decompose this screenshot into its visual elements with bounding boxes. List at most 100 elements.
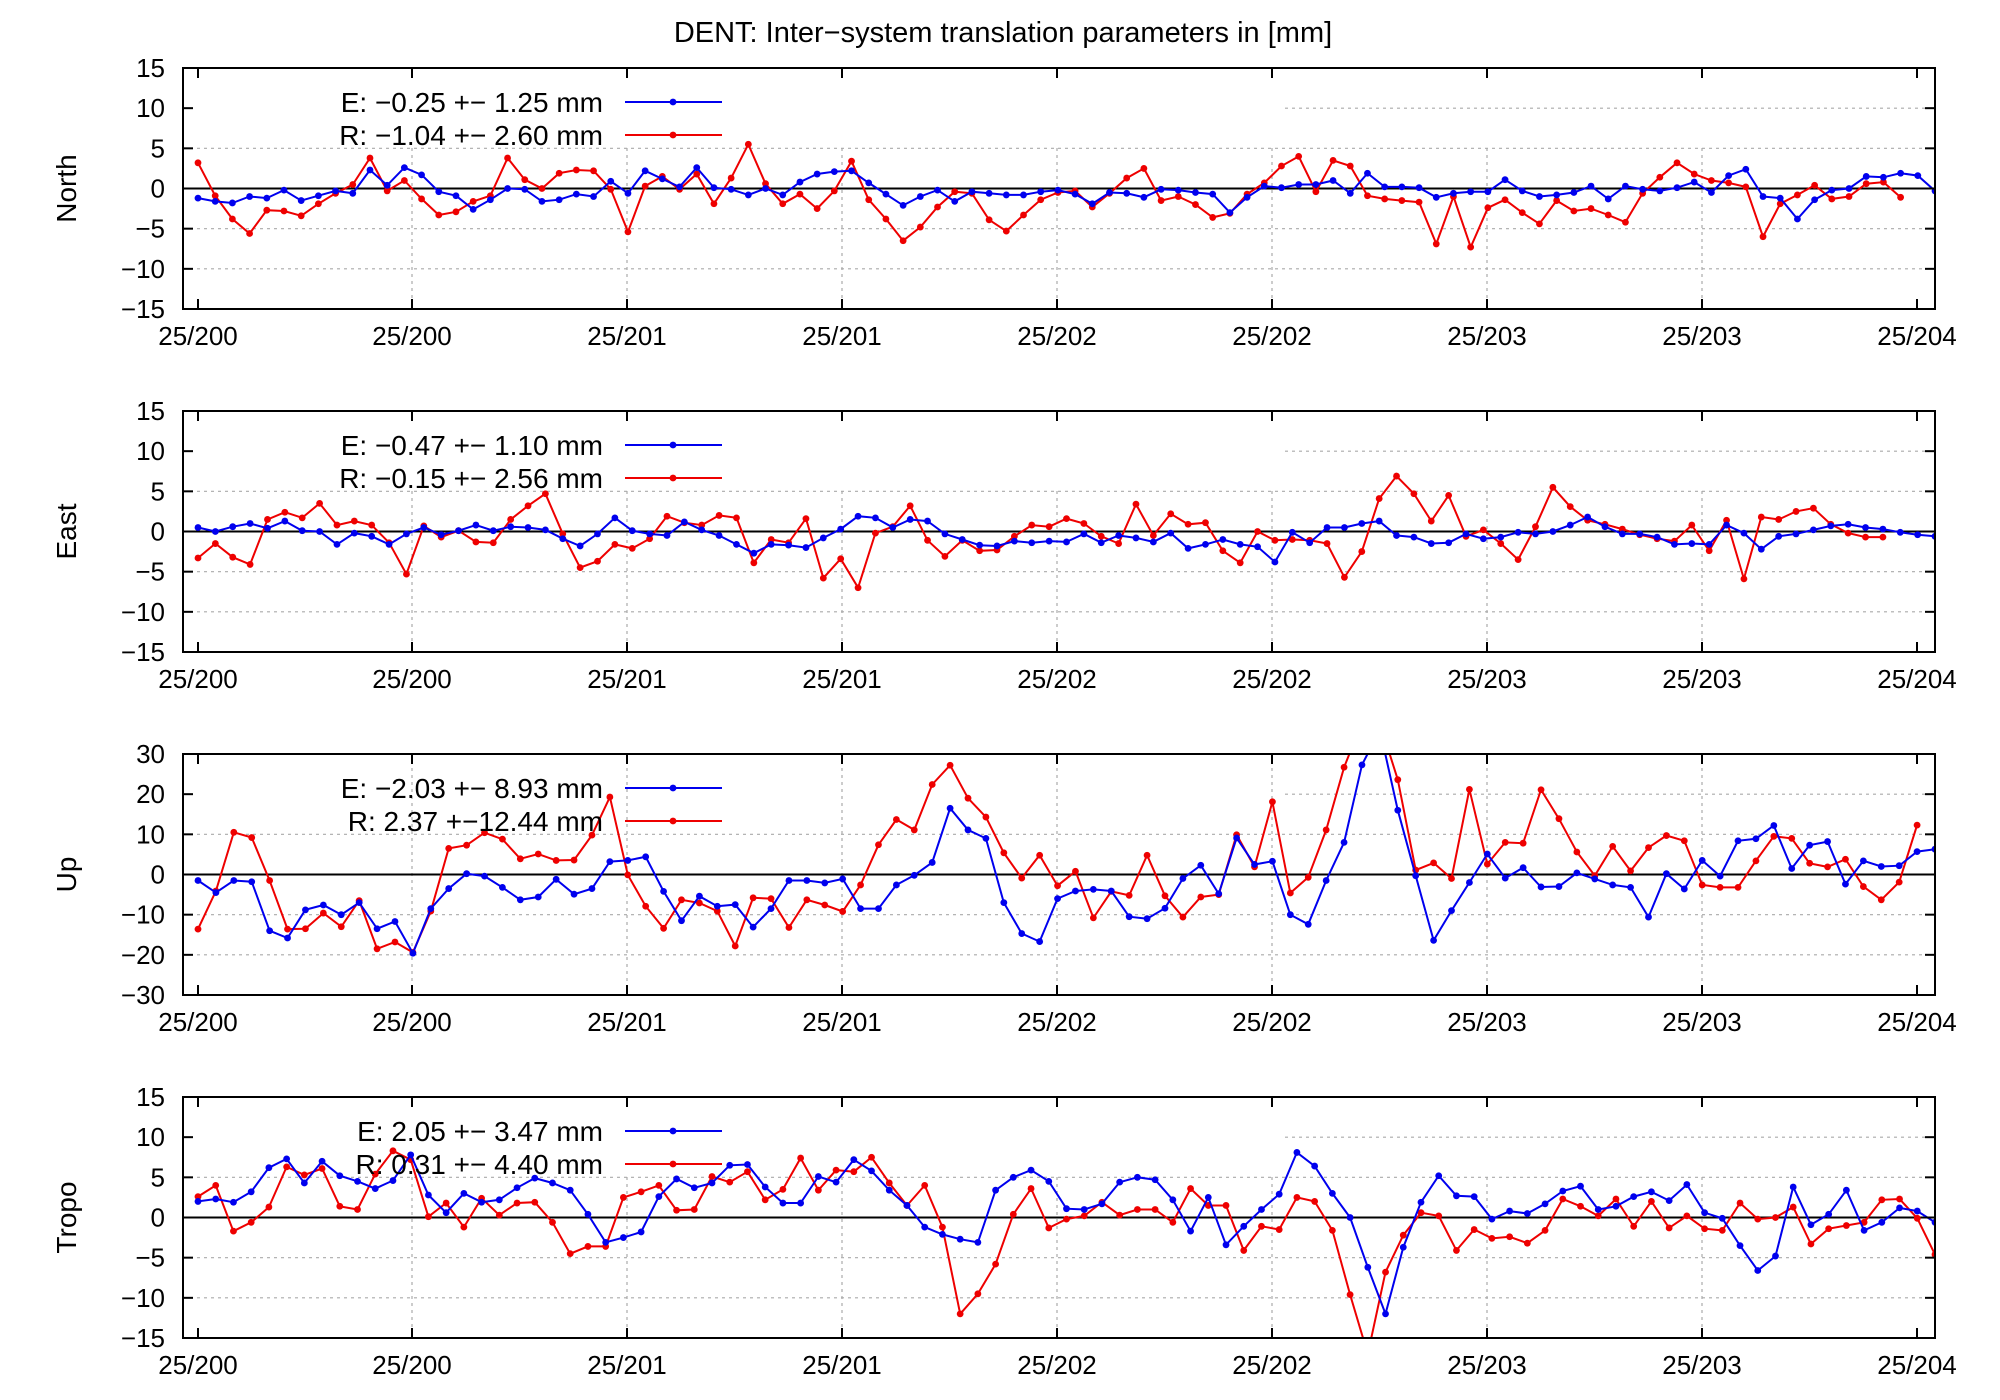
data-point xyxy=(538,185,546,192)
data-point xyxy=(1271,536,1279,544)
data-point xyxy=(1759,193,1767,200)
data-point xyxy=(534,893,542,901)
x-tick-label: 25/200 xyxy=(372,664,452,694)
data-point xyxy=(964,794,972,802)
data-point xyxy=(1209,214,1217,221)
data-point xyxy=(1448,875,1455,882)
data-point xyxy=(319,901,327,909)
data-point xyxy=(1288,528,1296,536)
data-point xyxy=(1705,540,1713,548)
data-point xyxy=(1775,516,1783,523)
data-point xyxy=(247,1188,255,1196)
data-point xyxy=(230,828,238,836)
data-point xyxy=(371,1170,379,1178)
data-point xyxy=(993,542,1001,550)
data-point xyxy=(542,526,549,534)
data-point xyxy=(1204,1194,1212,1201)
data-point xyxy=(1116,1178,1124,1186)
data-point xyxy=(655,1181,663,1189)
data-point xyxy=(642,902,650,910)
x-tick-label: 25/203 xyxy=(1447,1007,1527,1037)
series-e xyxy=(194,1149,1935,1318)
data-point xyxy=(1519,864,1527,872)
data-point xyxy=(1690,170,1698,178)
data-point xyxy=(1555,883,1563,890)
data-point xyxy=(934,186,941,194)
data-point xyxy=(1375,495,1383,502)
data-point xyxy=(1358,548,1366,555)
data-point xyxy=(606,858,614,866)
data-point xyxy=(762,180,769,188)
data-point xyxy=(1549,483,1557,491)
data-point xyxy=(472,521,480,529)
data-point xyxy=(673,1206,680,1214)
legend-marker xyxy=(669,1160,677,1168)
data-point xyxy=(1432,240,1440,248)
data-point xyxy=(1036,851,1044,859)
data-point xyxy=(1879,533,1887,541)
data-point xyxy=(552,857,560,864)
data-point xyxy=(229,523,237,531)
data-point xyxy=(389,1147,397,1155)
data-point xyxy=(1497,533,1505,541)
y-tick-label: 15 xyxy=(136,53,165,83)
data-point xyxy=(1089,914,1097,922)
data-point xyxy=(1825,1210,1833,1218)
data-point xyxy=(1000,899,1008,907)
data-point xyxy=(830,168,838,176)
legend-label: R: 0.31 +− 4.40 mm xyxy=(356,1149,603,1180)
data-point xyxy=(1045,537,1053,545)
data-point xyxy=(1149,538,1157,546)
data-point xyxy=(1415,198,1423,206)
data-point xyxy=(673,1175,680,1183)
data-point xyxy=(1914,531,1922,539)
data-point xyxy=(1792,508,1800,515)
y-tick-label: 15 xyxy=(136,1082,165,1112)
data-point xyxy=(892,816,900,823)
data-point xyxy=(1399,1231,1407,1239)
data-point xyxy=(819,574,827,582)
data-point xyxy=(1071,190,1079,198)
data-point xyxy=(837,555,845,563)
data-point xyxy=(283,1163,291,1171)
data-point xyxy=(1754,1215,1762,1223)
data-point xyxy=(1140,193,1148,201)
y-tick-label: 0 xyxy=(151,1203,165,1233)
data-point xyxy=(1622,182,1629,190)
y-axis-title: North xyxy=(51,154,82,222)
data-point xyxy=(868,1167,875,1175)
data-point xyxy=(316,499,323,507)
data-point xyxy=(194,159,202,167)
data-point xyxy=(524,502,532,510)
data-point xyxy=(1054,882,1061,890)
data-point xyxy=(928,781,936,788)
y-tick-label: −10 xyxy=(121,1283,165,1313)
data-point xyxy=(1630,1222,1638,1230)
data-point xyxy=(1381,183,1389,191)
x-tick-label: 25/201 xyxy=(587,321,667,351)
data-point xyxy=(958,536,966,543)
data-point xyxy=(1718,1226,1726,1234)
data-point xyxy=(460,1223,468,1231)
data-point xyxy=(1328,1226,1336,1234)
data-point xyxy=(839,875,847,883)
data-point xyxy=(350,517,358,525)
data-point xyxy=(445,844,453,852)
data-point xyxy=(1167,529,1175,537)
data-point xyxy=(1862,533,1869,541)
data-point xyxy=(985,189,993,197)
data-point xyxy=(974,1239,982,1246)
data-point xyxy=(1518,209,1526,217)
data-point xyxy=(1537,883,1545,891)
data-point xyxy=(1860,1218,1868,1226)
data-point xyxy=(1806,841,1814,849)
data-point xyxy=(266,877,274,884)
data-point xyxy=(1648,1188,1655,1196)
data-point xyxy=(576,542,584,550)
data-point xyxy=(1219,536,1227,543)
data-point xyxy=(1612,1202,1620,1210)
data-point xyxy=(1467,188,1475,196)
data-point xyxy=(1742,165,1750,173)
data-point xyxy=(1622,218,1629,226)
